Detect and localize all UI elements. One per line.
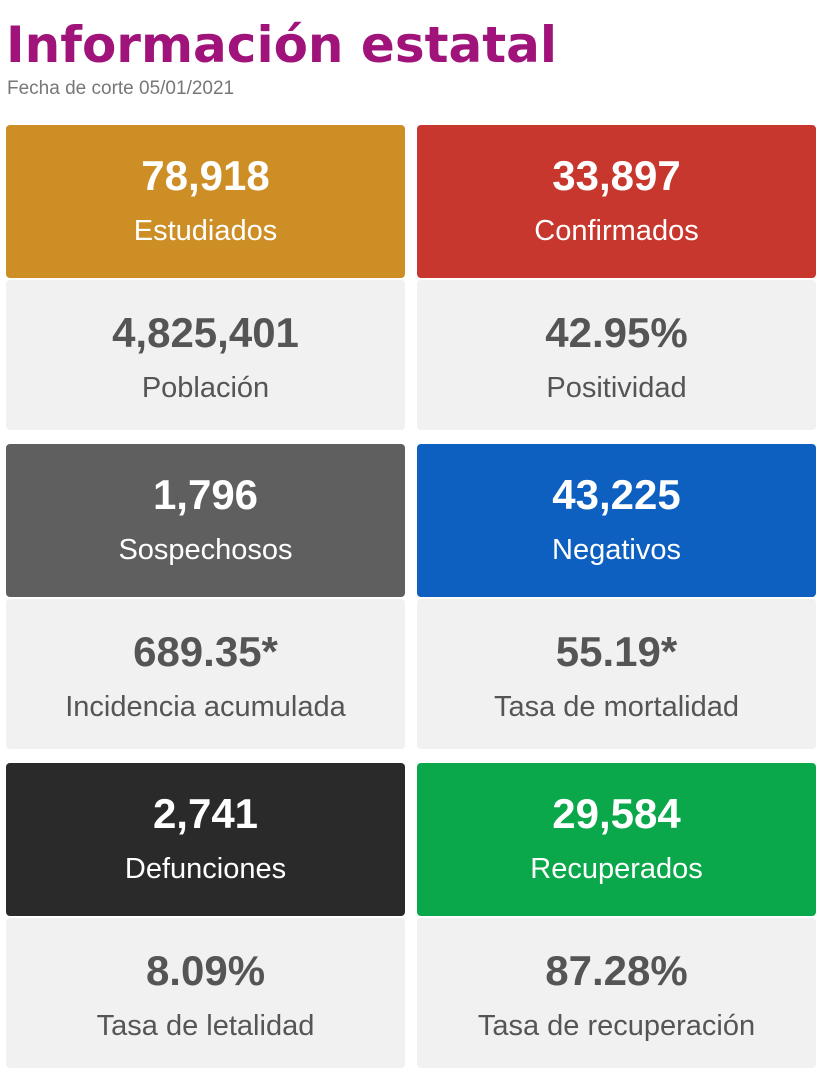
confirmados-value: 33,897 (552, 152, 681, 199)
stats-row: 78,918 Estudiados 4,825,401 Población 33… (6, 125, 816, 430)
negativos-header: 43,225 Negativos (417, 444, 816, 597)
positividad-value: 42.95% (545, 309, 688, 356)
negativos-label: Negativos (552, 534, 681, 566)
sospechosos-value: 1,796 (152, 471, 259, 518)
defunciones-header: 2,741 Defunciones (6, 763, 405, 916)
incidencia-value: 689.35* (133, 628, 278, 675)
letalidad-panel: 8.09% Tasa de letalidad (6, 918, 405, 1068)
card-confirmados: 33,897 Confirmados 42.95% Positividad (417, 125, 816, 430)
estudiados-header: 78,918 Estudiados (6, 125, 405, 278)
mortalidad-label: Tasa de mortalidad (493, 691, 740, 723)
sospechosos-header: 1,796 Sospechosos (6, 444, 405, 597)
card-negativos: 43,225 Negativos 55.19* Tasa de mortalid… (417, 444, 816, 749)
incidencia-label: Incidencia acumulada (65, 691, 346, 723)
recuperados-value: 29,584 (552, 790, 681, 837)
incidencia-panel: 689.35* Incidencia acumulada (6, 599, 405, 749)
recuperados-label: Recuperados (530, 853, 703, 885)
card-sospechosos: 1,796 Sospechosos 689.35* Incidencia acu… (6, 444, 405, 749)
poblacion-value: 4,825,401 (112, 309, 299, 356)
mortalidad-value: 55.19* (555, 628, 678, 675)
poblacion-label: Población (141, 372, 270, 404)
letalidad-label: Tasa de letalidad (96, 1010, 315, 1042)
recuperacion-panel: 87.28% Tasa de recuperación (417, 918, 816, 1068)
defunciones-value: 2,741 (152, 790, 259, 837)
stats-row: 1,796 Sospechosos 689.35* Incidencia acu… (6, 444, 816, 749)
letalidad-value: 8.09% (145, 947, 266, 994)
page-title: Información estatal (6, 16, 558, 74)
recuperados-header: 29,584 Recuperados (417, 763, 816, 916)
defunciones-label: Defunciones (124, 853, 287, 885)
estudiados-label: Estudiados (133, 215, 278, 247)
card-defunciones: 2,741 Defunciones 8.09% Tasa de letalida… (6, 763, 405, 1068)
confirmados-header: 33,897 Confirmados (417, 125, 816, 278)
sospechosos-label: Sospechosos (118, 534, 293, 566)
mortalidad-panel: 55.19* Tasa de mortalidad (417, 599, 816, 749)
positividad-label: Positividad (546, 372, 687, 404)
stats-grid: 78,918 Estudiados 4,825,401 Población 33… (6, 125, 816, 1082)
card-estudiados: 78,918 Estudiados 4,825,401 Población (6, 125, 405, 430)
recuperacion-label: Tasa de recuperación (477, 1010, 756, 1042)
cutoff-date: Fecha de corte 05/01/2021 (7, 78, 235, 99)
stats-row: 2,741 Defunciones 8.09% Tasa de letalida… (6, 763, 816, 1068)
confirmados-label: Confirmados (534, 215, 699, 247)
recuperacion-value: 87.28% (545, 947, 688, 994)
estudiados-value: 78,918 (141, 152, 270, 199)
card-recuperados: 29,584 Recuperados 87.28% Tasa de recupe… (417, 763, 816, 1068)
poblacion-panel: 4,825,401 Población (6, 280, 405, 430)
positividad-panel: 42.95% Positividad (417, 280, 816, 430)
negativos-value: 43,225 (552, 471, 681, 518)
